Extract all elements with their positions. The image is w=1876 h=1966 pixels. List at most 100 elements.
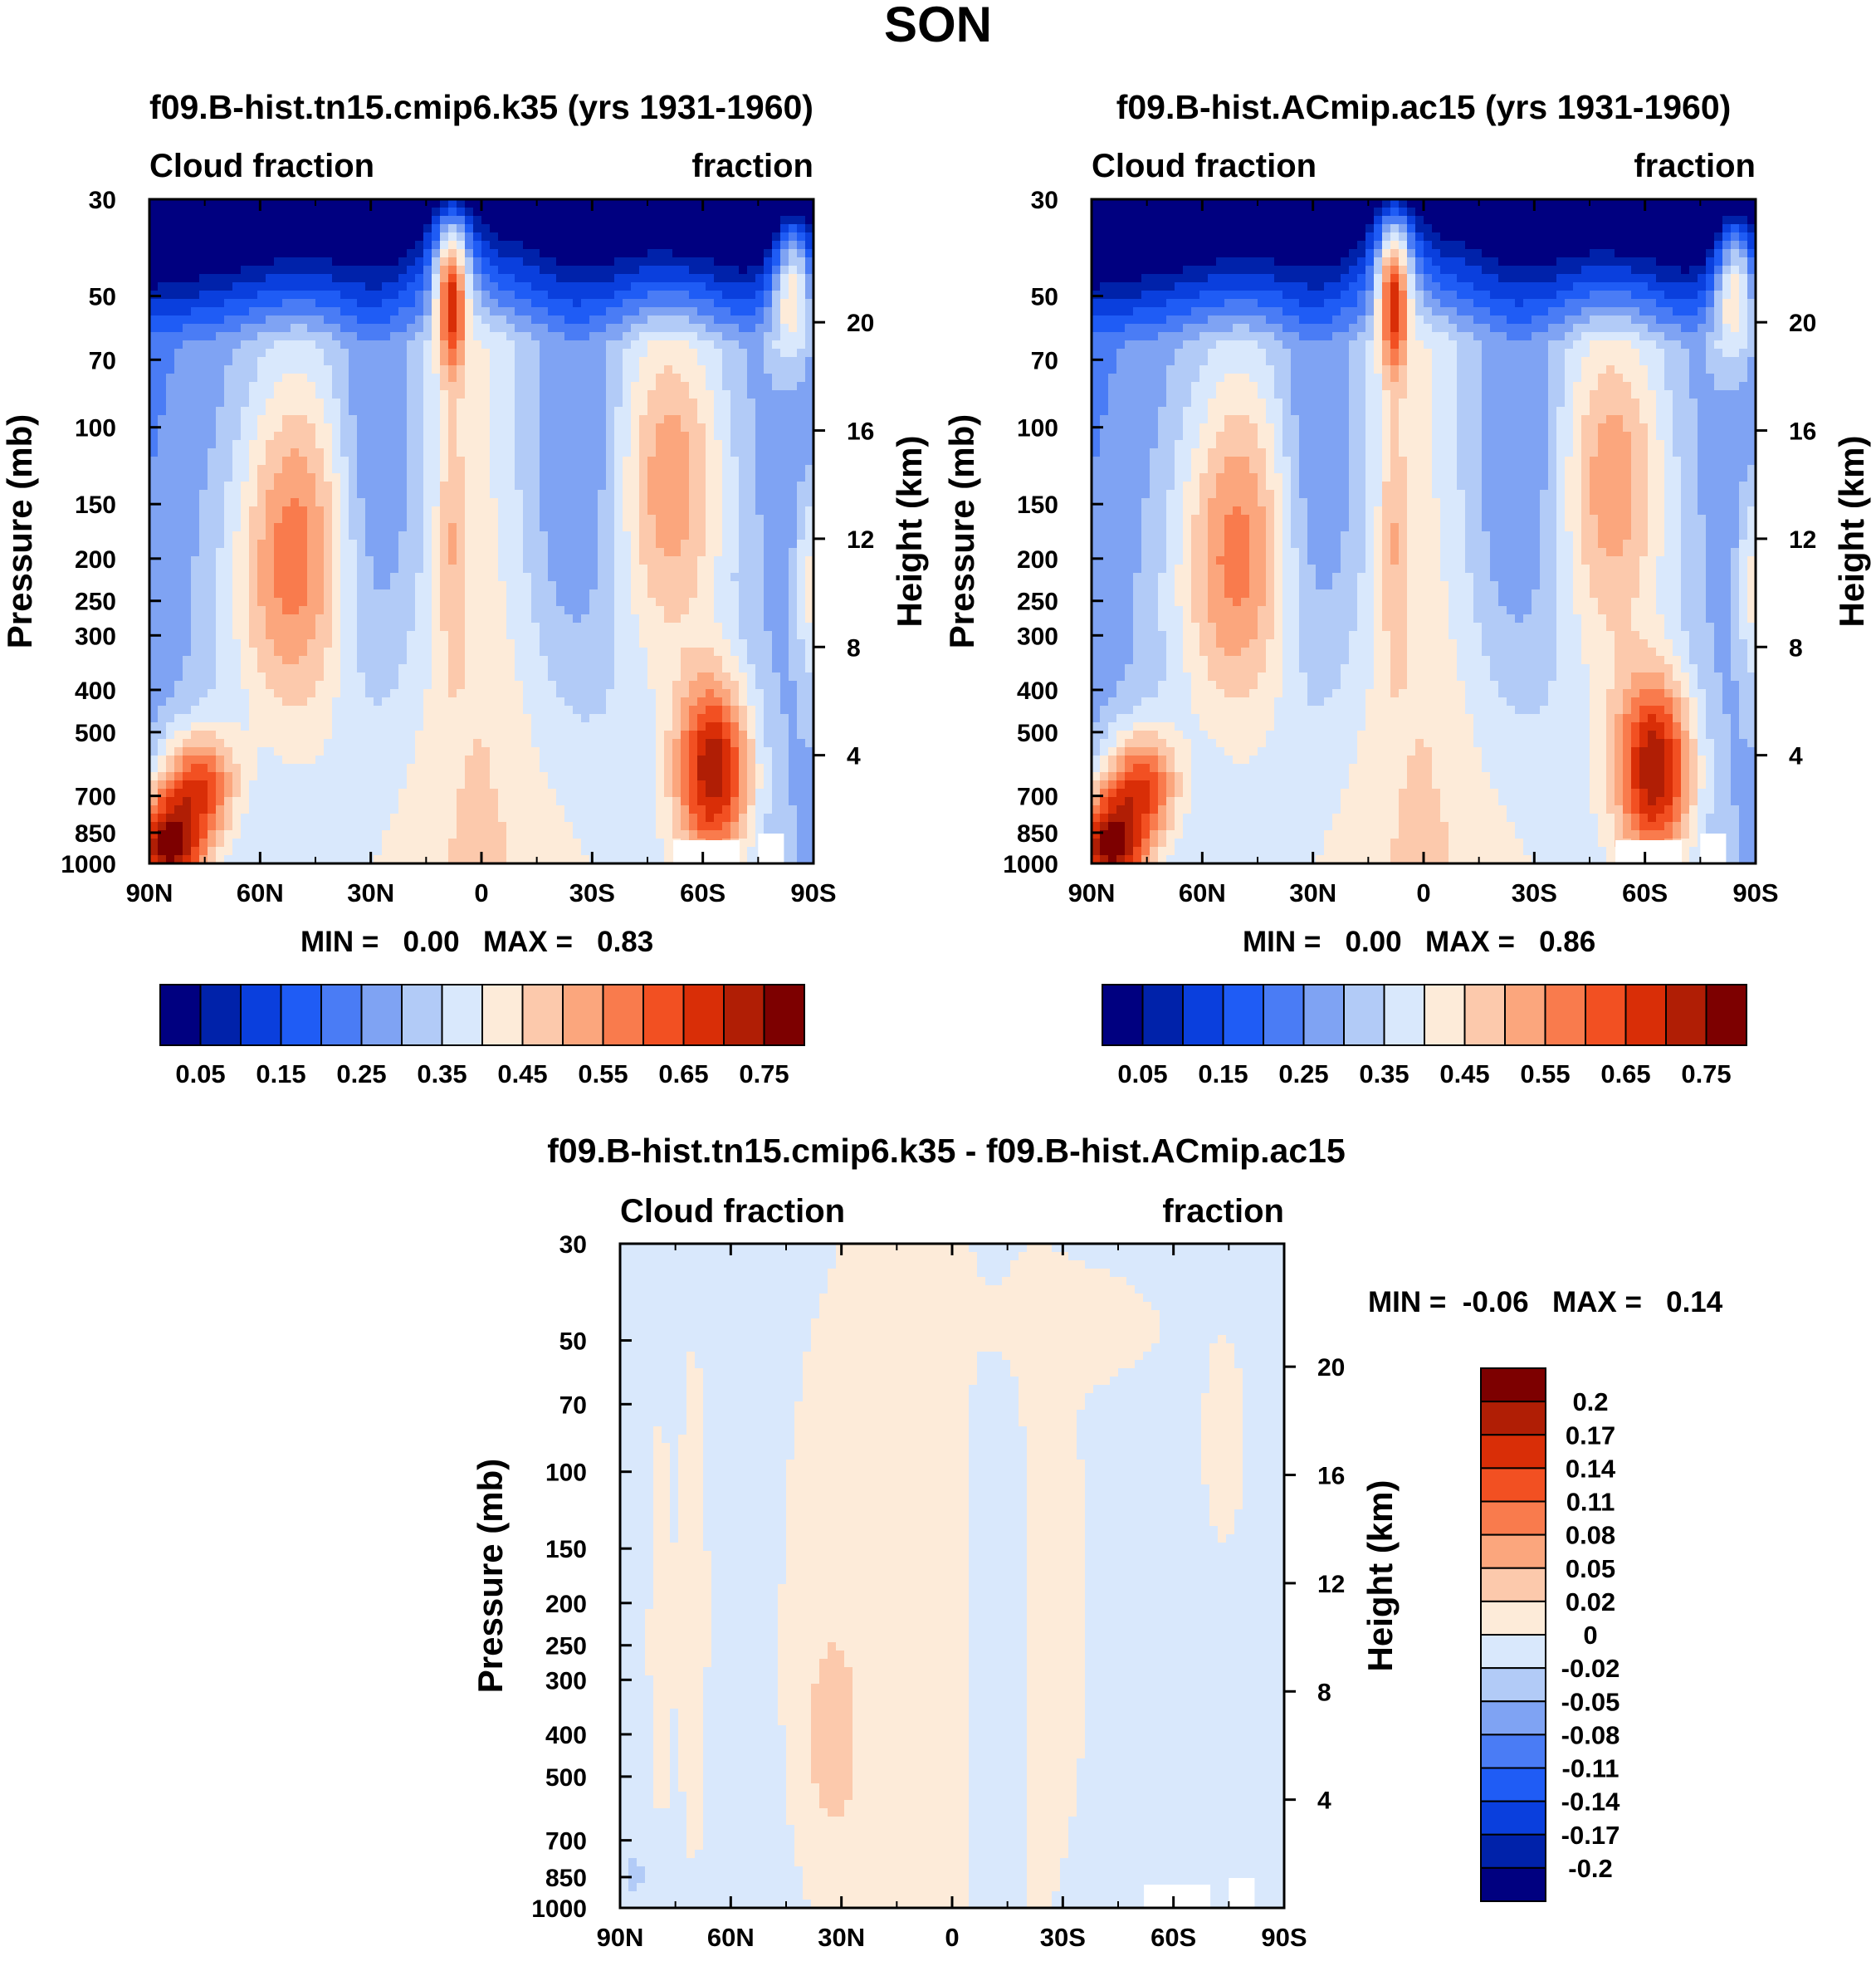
heatmap-cell [481,241,491,250]
heatmap-cell [332,664,341,673]
heatmap-cell [324,814,333,823]
heatmap-cell [589,465,598,474]
heatmap-cell [332,565,341,574]
heatmap-cell [556,357,565,366]
heatmap-cell [540,457,549,466]
heatmap-cell [282,232,291,242]
heatmap-cell [208,548,217,557]
heatmap-cell [506,432,515,441]
heatmap-cell [390,565,399,574]
heatmap-cell [531,349,540,358]
heatmap-cell [332,249,341,258]
heatmap-cell [432,232,441,242]
heatmap-cell [647,357,657,366]
heatmap-cell [498,548,507,557]
heatmap-cell [473,257,482,267]
heatmap-cell [208,307,217,316]
heatmap-cell [490,830,499,839]
heatmap-cell [349,589,358,599]
heatmap-cell [365,656,374,665]
heatmap-cell [564,623,574,632]
heatmap-cell [407,506,416,516]
heatmap-cell [457,689,466,698]
heatmap-cell [531,822,540,831]
heatmap-cell [390,440,399,449]
heatmap-cell [291,598,300,607]
heatmap-cell [473,764,482,773]
heatmap-cell [191,556,200,565]
heatmap-cell [589,548,598,557]
heatmap-cell [324,664,333,673]
heatmap-cell [166,531,175,540]
heatmap-cell [282,681,291,690]
heatmap-cell [199,672,208,682]
heatmap-cell [564,565,574,574]
heatmap-cell [299,689,308,698]
heatmap-cell [208,249,217,258]
heatmap-cell [506,423,515,433]
heatmap-cell [614,681,623,690]
heatmap-cell [423,390,432,399]
heatmap-cell [340,598,349,607]
heatmap-cell [208,764,217,773]
heatmap-cell [324,581,333,590]
heatmap-cell [398,664,408,673]
heatmap-cell [149,697,159,707]
heatmap-cell [523,224,532,233]
heatmap-cell [332,490,341,499]
heatmap-cell [208,349,217,358]
heatmap-cell [498,598,507,607]
heatmap-cell [531,515,540,524]
heatmap-cell [465,789,474,798]
heatmap-cell [282,324,291,333]
heatmap-cell [291,282,300,291]
heatmap-cell [374,199,383,208]
heatmap-cell [473,299,482,308]
heatmap-cell [149,299,159,308]
heatmap-cell [523,340,532,350]
heatmap-cell [540,722,549,731]
heatmap-cell [473,465,482,474]
heatmap-cell [340,855,349,864]
heatmap-cell [523,623,532,632]
heatmap-cell [291,556,300,565]
heatmap-cell [481,548,491,557]
heatmap-cell [606,589,615,599]
heatmap-cell [540,473,549,482]
heatmap-cell [382,208,391,217]
heatmap-cell [158,648,167,657]
heatmap-cell [415,332,424,341]
heatmap-cell [423,648,432,657]
heatmap-cell [656,249,665,258]
heatmap-cell [183,224,192,233]
heatmap-cell [349,257,358,267]
heatmap-cell [340,822,349,831]
heatmap-cell [208,291,217,300]
heatmap-cell [506,241,515,250]
heatmap-cell [365,490,374,499]
heatmap-cell [241,789,250,798]
heatmap-cell [291,374,300,383]
heatmap-cell [208,830,217,839]
heatmap-cell [606,282,615,291]
heatmap-cell [374,208,383,217]
heatmap-cell [515,457,524,466]
heatmap-cell [216,814,225,823]
heatmap-cell [515,232,524,242]
heatmap-cell [490,697,499,707]
heatmap-cell [266,482,275,491]
heatmap-cell [349,266,358,275]
heatmap-cell [556,689,565,698]
heatmap-cell [149,714,159,723]
heatmap-cell [349,457,358,466]
heatmap-cell [282,515,291,524]
heatmap-cell [224,548,233,557]
heatmap-cell [282,307,291,316]
heatmap-cell [324,407,333,416]
heatmap-cell [515,648,524,657]
heatmap-cell [432,241,441,250]
heatmap-cell [481,565,491,574]
heatmap-cell [340,324,349,333]
heatmap-cell [208,797,217,806]
heatmap-cell [506,307,515,316]
